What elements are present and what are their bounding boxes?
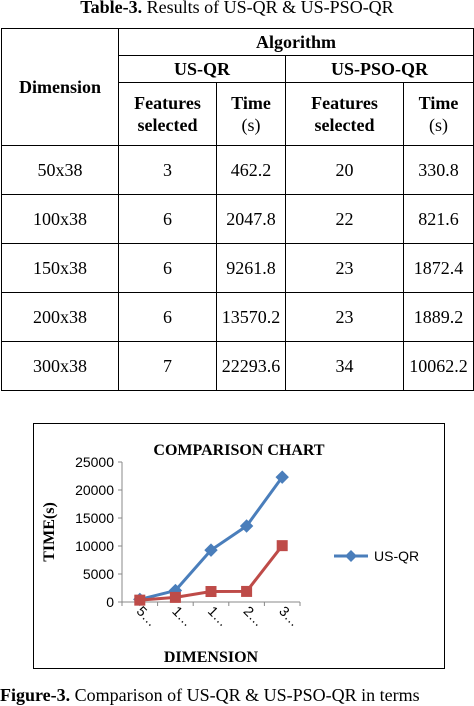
- figure-caption-label: Figure-3.: [0, 685, 71, 705]
- y-tick-label: 0: [106, 594, 114, 610]
- usqr-features-cell: 6: [118, 243, 217, 293]
- table-row: 150x38 6 9261.8 23 1872.4: [1, 243, 474, 293]
- pso-time-label: Time: [418, 93, 459, 113]
- table-caption-text: Results of US-QR & US-PSO-QR: [142, 0, 394, 17]
- x-tick-label: 1…: [205, 603, 232, 630]
- dimension-cell: 50x38: [1, 145, 119, 195]
- pso-features-cell: 22: [285, 194, 404, 244]
- table-row: 300x38 7 22293.6 34 10062.2: [1, 341, 474, 391]
- data-point-square: [276, 540, 288, 552]
- usqr-time-cell: 9261.8: [216, 243, 286, 293]
- data-point-square: [205, 586, 217, 598]
- algorithm-header: Algorithm: [118, 28, 474, 56]
- usqr-time-cell: 2047.8: [216, 194, 286, 244]
- dimension-header: Dimension: [1, 28, 119, 146]
- pso-time-cell: 330.8: [403, 145, 474, 195]
- pso-time-cell: 821.6: [403, 194, 474, 244]
- table-row: 200x38 6 13570.2 23 1889.2: [1, 292, 474, 342]
- y-tick-label: 15000: [75, 510, 114, 526]
- series-line: [139, 476, 284, 601]
- x-tick-label: 5…: [134, 603, 161, 630]
- x-tick-label: 3…: [276, 603, 303, 630]
- usqr-header: US-QR: [118, 55, 286, 83]
- table-row: 50x38 3 462.2 20 330.8: [1, 145, 474, 195]
- results-table: Dimension Algorithm US-QR US-PSO-QR Feat…: [1, 28, 474, 391]
- usqr-features-header: Features selected: [118, 82, 217, 146]
- y-tick-label: 20000: [75, 482, 114, 498]
- dimension-cell: 300x38: [1, 341, 119, 391]
- pso-time-cell: 1872.4: [403, 243, 474, 293]
- usqr-time-cell: 13570.2: [216, 292, 286, 342]
- usqr-time-label: Time: [231, 93, 271, 113]
- x-tick-label: 1…: [169, 603, 196, 630]
- pso-features-cell: 23: [285, 243, 404, 293]
- usqr-time-cell: 462.2: [216, 145, 286, 195]
- legend-label: US-QR: [374, 548, 419, 564]
- table-caption-label: Table-3.: [80, 0, 143, 17]
- data-point-diamond: [204, 543, 218, 557]
- x-tick-label: 2…: [240, 603, 267, 630]
- usqr-features-cell: 6: [118, 292, 217, 342]
- chart-title: COMPARISON CHART: [153, 442, 324, 459]
- usqr-features-cell: 6: [118, 194, 217, 244]
- dimension-cell: 150x38: [1, 243, 119, 293]
- usqr-features-cell: 3: [118, 145, 217, 195]
- data-point-square: [134, 594, 146, 606]
- comparison-chart: COMPARISON CHART 0 5000 10000 15000 20000 2500…: [33, 423, 445, 669]
- table-row: 100x38 6 2047.8 22 821.6: [1, 194, 474, 244]
- data-point-square: [169, 591, 181, 603]
- uspsoqr-header: US-PSO-QR: [285, 55, 474, 83]
- chart-svg: COMPARISON CHART 0 5000 10000 15000 20000 2500…: [41, 442, 419, 666]
- pso-time-unit: (s): [429, 115, 448, 135]
- y-tick-label: 10000: [75, 538, 114, 554]
- pso-time-header: Time (s): [403, 82, 474, 146]
- data-point-diamond: [239, 519, 254, 533]
- table-caption: Table-3. Results of US-QR & US-PSO-QR: [0, 0, 474, 18]
- usqr-time-unit: (s): [241, 115, 261, 135]
- dimension-cell: 200x38: [1, 292, 119, 342]
- pso-time-cell: 1889.2: [403, 292, 474, 342]
- pso-features-cell: 20: [285, 145, 404, 195]
- usqr-time-cell: 22293.6: [216, 341, 286, 391]
- pso-features-cell: 34: [285, 341, 404, 391]
- data-point-diamond: [275, 470, 289, 484]
- data-point-square: [241, 585, 253, 597]
- y-tick-label: 5000: [83, 566, 114, 582]
- dimension-cell: 100x38: [1, 194, 119, 244]
- pso-features-cell: 23: [285, 292, 404, 342]
- figure-caption: Figure-3. Comparison of US-QR & US-PSO-Q…: [0, 684, 474, 706]
- y-tick-label: 25000: [75, 454, 114, 470]
- usqr-features-cell: 7: [118, 341, 217, 391]
- legend-marker: [345, 550, 357, 562]
- pso-features-header: Features selected: [285, 82, 404, 146]
- pso-time-cell: 10062.2: [403, 341, 474, 391]
- usqr-time-header: Time (s): [216, 82, 286, 146]
- figure-caption-text: Comparison of US-QR & US-PSO-QR in terms: [70, 685, 420, 705]
- x-axis-label: DIMENSION: [164, 649, 259, 666]
- y-axis-label: TIME(s): [41, 502, 58, 562]
